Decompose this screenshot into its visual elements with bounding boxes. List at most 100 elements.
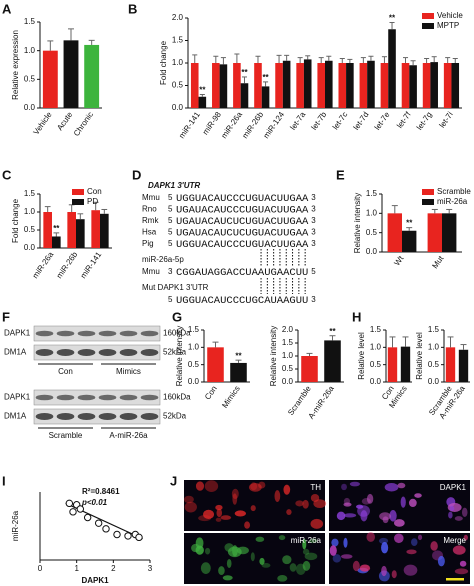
bar: [401, 63, 410, 108]
cell: [410, 538, 418, 547]
point: [102, 525, 110, 533]
cell: [309, 538, 318, 544]
species: Pig: [142, 239, 154, 248]
band: [35, 349, 54, 356]
bar: [190, 63, 199, 108]
band: [77, 330, 96, 337]
band: [35, 330, 54, 337]
band: [140, 330, 159, 337]
cell: [205, 547, 211, 555]
blot-size: 52kDa: [163, 412, 187, 421]
y-tick-label: 0.5: [366, 228, 378, 237]
cell: [340, 554, 353, 559]
cell: [406, 549, 417, 555]
y-tick-label: 0.5: [24, 74, 36, 83]
y-axis-label: Relative expression: [11, 30, 20, 100]
bar: [422, 63, 431, 108]
y-tick-label: 1.5: [282, 338, 294, 347]
bar: [451, 63, 460, 108]
y-tick-label: 1.0: [188, 342, 200, 351]
bar: [400, 346, 411, 382]
legend-label: Scramble: [437, 187, 471, 196]
y-tick-label: 1.0: [366, 208, 378, 217]
y-axis-label: miR-26a: [11, 510, 20, 541]
cell: [366, 493, 374, 504]
cell: [250, 552, 255, 562]
species: Hsa: [142, 228, 157, 237]
cell: [393, 519, 405, 527]
y-tick-label: 1.5: [366, 189, 378, 198]
point: [69, 508, 77, 516]
y-axis-label: Fold change: [11, 198, 20, 243]
band: [98, 330, 117, 337]
cell: [215, 504, 223, 511]
y-axis-label: Fold change: [159, 40, 168, 85]
cell: [391, 570, 397, 579]
y-tick-label: 0.0: [172, 103, 184, 112]
cell: [461, 507, 468, 518]
x-tick-label: Wt: [392, 254, 405, 268]
cell: [463, 534, 468, 541]
micrograph-label: TH: [310, 483, 321, 492]
bar: [296, 63, 304, 108]
sequence: UGGUACAUCCCUG: [176, 193, 258, 205]
band: [140, 394, 159, 401]
x-tick-label: let-7a: [288, 110, 307, 132]
mut-label: Mut DAPK1 3'UTR: [142, 283, 209, 292]
cell: [382, 516, 389, 524]
micrograph-label: Merge: [443, 536, 466, 545]
bar: [212, 63, 220, 108]
cell: [313, 499, 327, 508]
cell: [215, 517, 222, 522]
bar: [303, 59, 312, 108]
cell: [417, 534, 423, 541]
y-tick-label: 0.0: [366, 247, 378, 256]
cell: [220, 515, 232, 520]
y-tick-label: 1.0: [428, 342, 440, 351]
significance: **: [329, 327, 336, 336]
y-tick-label: 0.5: [188, 360, 200, 369]
panel-label: A: [2, 1, 12, 16]
cell: [222, 575, 233, 581]
bar: [43, 212, 52, 248]
cell: [332, 554, 342, 563]
band: [140, 349, 159, 356]
cell: [258, 481, 266, 489]
cell: [414, 493, 422, 498]
cell: [283, 484, 291, 495]
micrograph-label: DAPK1: [440, 483, 467, 492]
bar: [198, 96, 207, 108]
bar: [402, 230, 417, 252]
cell: [459, 560, 467, 567]
mirna-label: miR-26a-5p: [142, 255, 184, 264]
cell: [302, 560, 311, 571]
sequence-title: DAPK1 3'UTR: [148, 181, 200, 190]
cell: [184, 501, 197, 513]
x-tick-label: let-7b: [310, 110, 329, 132]
cell: [255, 536, 265, 542]
species: Mmu: [142, 267, 160, 276]
cell: [454, 568, 469, 575]
annotation: p<0.01: [81, 498, 108, 507]
y-tick-label: 0.0: [188, 377, 200, 386]
point: [83, 513, 92, 522]
species: Rmk: [142, 216, 159, 225]
end-label: 5: [168, 205, 173, 214]
end-label: 5: [168, 216, 173, 225]
x-tick-label: let-7c: [331, 110, 350, 131]
significance: **: [199, 86, 206, 95]
bar: [219, 64, 228, 108]
end-label: 3: [311, 216, 316, 225]
bar: [346, 63, 354, 108]
cell: [366, 532, 376, 542]
y-tick-label: 0.5: [370, 360, 382, 369]
panel-label: E: [336, 167, 345, 182]
x-tick-label: let-7e: [373, 110, 392, 132]
micrograph-label: miR-26a: [291, 536, 322, 545]
point: [124, 532, 132, 540]
x-tick-label: miR-141: [177, 110, 202, 140]
legend-label: Vehicle: [437, 11, 463, 20]
panel-label: F: [2, 309, 10, 324]
y-tick-label: 1.0: [282, 351, 294, 360]
